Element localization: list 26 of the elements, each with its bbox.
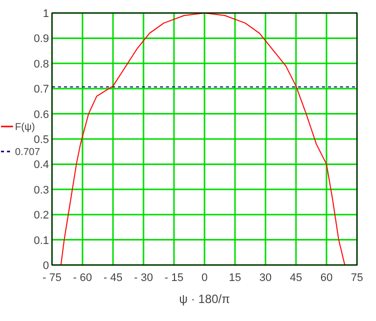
legend-label: F(ψ) (15, 122, 35, 133)
x-tick-label: - 60 (73, 272, 92, 284)
y-tick-label: 0.6 (34, 108, 49, 121)
x-tick-label: - 45 (104, 272, 122, 284)
x-tick-label: 30 (259, 272, 272, 284)
y-tick-label: 0.8 (34, 58, 49, 70)
x-tick-label: 15 (228, 272, 242, 284)
line-series (60, 12, 346, 266)
x-tick-label: - 30 (134, 272, 153, 284)
x-axis-title: ψ · 180/π (179, 292, 230, 306)
y-tick-label: 0.9 (34, 33, 49, 46)
y-tick-label: 0.5 (34, 134, 49, 146)
y-tick-label: 0.3 (34, 184, 49, 196)
x-tick-label: 0 (201, 272, 208, 284)
x-tick-label: 75 (350, 272, 364, 284)
y-tick-label: 0.1 (34, 234, 49, 247)
y-tick-label: 0 (42, 260, 49, 272)
legend-label: 0.707 (15, 147, 40, 158)
x-tick-label: 45 (290, 272, 302, 284)
y-tick-label: 0.4 (34, 159, 49, 172)
y-tick-label: 1 (42, 8, 49, 20)
y-tick-label: 0.7 (34, 84, 49, 96)
x-tick-label: - 15 (164, 272, 184, 284)
x-tick-label: - 75 (42, 272, 62, 284)
y-tick-label: 0.2 (34, 210, 49, 222)
x-tick-label: 60 (320, 272, 333, 284)
